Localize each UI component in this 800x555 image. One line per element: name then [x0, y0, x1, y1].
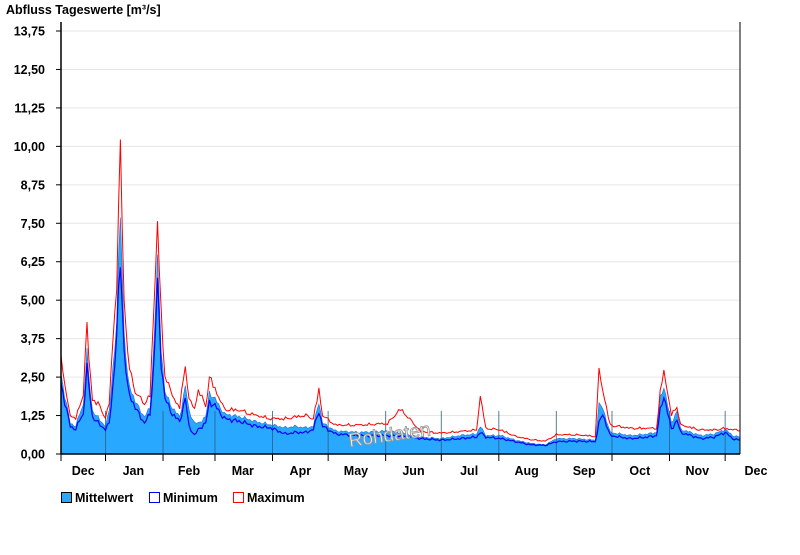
- x-tick-label-feb: Feb: [178, 464, 201, 478]
- x-tick-label-mar: Mar: [232, 464, 254, 478]
- x-tick-label-apr: Apr: [290, 464, 312, 478]
- legend-label-mittelwert: Mittelwert: [75, 491, 134, 505]
- legend: Mittelwert Minimum Maximum: [61, 491, 305, 505]
- axes: [60, 22, 741, 455]
- legend-label-minimum: Minimum: [163, 491, 218, 505]
- y-tick-label: 12,50: [14, 63, 45, 77]
- y-tick-label: 13,75: [14, 25, 45, 39]
- legend-label-maximum: Maximum: [247, 491, 305, 505]
- x-axis-ticks: Dec Jan Feb Mar Apr May Jun Jul Aug Sep Oct Nov Dec: [60, 454, 768, 478]
- x-tick-label-dec: Dec: [745, 464, 768, 478]
- legend-swatch-mittelwert: [61, 492, 72, 503]
- legend-swatch-minimum: [149, 492, 160, 503]
- x-tick-label-aug: Aug: [514, 464, 538, 478]
- y-tick-label: 3,75: [21, 332, 45, 346]
- x-tick-label-jun: Jun: [402, 464, 424, 478]
- legend-swatch-maximum: [233, 492, 244, 503]
- mittelwert-area: [60, 217, 741, 455]
- y-tick-label: 8,75: [21, 178, 45, 192]
- y-tick-label: 5,00: [21, 294, 45, 308]
- maximum-line: [60, 139, 740, 442]
- x-tick-label-nov: Nov: [686, 464, 710, 478]
- x-tick-label-may: May: [344, 464, 368, 478]
- y-tick-label: 2,50: [21, 371, 45, 385]
- series-mittelwert: [60, 217, 741, 455]
- y-tick-label: 10,00: [14, 140, 45, 154]
- minimum-line: [60, 267, 741, 447]
- x-tick-label-jan: Jan: [123, 464, 145, 478]
- x-tick-label-dec: Dec: [72, 464, 95, 478]
- x-tick-label-oct: Oct: [629, 464, 651, 478]
- series-lines: [60, 139, 741, 447]
- chart-title: Abfluss Tageswerte [m³/s]: [6, 3, 161, 17]
- x-tick-label-sep: Sep: [573, 464, 596, 478]
- y-tick-label: 11,25: [14, 101, 45, 115]
- y-tick-label: 7,50: [21, 217, 45, 231]
- x-tick-label-jul: Jul: [460, 464, 478, 478]
- y-tick-label: 1,25: [21, 409, 45, 423]
- y-tick-label: 6,25: [21, 255, 45, 269]
- y-tick-label: 0,00: [21, 448, 45, 462]
- y-axis-ticks: 0,00 1,25 2,50 3,75 5,00 6,25 7,50 8,75 10,00 11,…: [14, 25, 61, 462]
- grid-lines: [61, 30, 740, 417]
